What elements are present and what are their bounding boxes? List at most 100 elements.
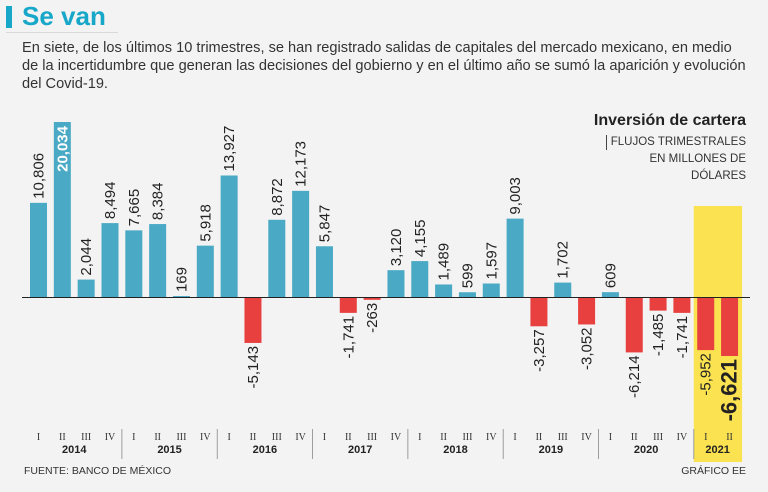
quarter-label-2016-IV: IV — [295, 432, 306, 443]
data-label-2017-II: -1,741 — [340, 316, 357, 359]
data-label-2019-II: -3,257 — [531, 329, 548, 372]
quarter-label-2014-IV: IV — [105, 432, 116, 443]
quarter-label-2014-II: II — [59, 432, 66, 443]
bar-2020-IV — [673, 297, 691, 313]
quarter-label-2016-III: III — [272, 432, 282, 443]
data-label-2015-I: 7,665 — [126, 189, 143, 227]
data-label-2018-I: 4,155 — [412, 220, 429, 258]
quarter-label-2016-II: II — [250, 432, 257, 443]
data-label-2020-I: 609 — [602, 263, 619, 288]
data-label-2016-IV: 12,173 — [293, 141, 310, 187]
data-label-2014-I: 10,806 — [31, 153, 48, 199]
data-label-2020-III: -1,485 — [650, 314, 667, 357]
year-label-2019: 2019 — [539, 444, 563, 456]
bar-2014-I — [30, 202, 47, 298]
bar-2014-III — [77, 279, 95, 298]
quarter-label-2020-I: I — [609, 432, 612, 443]
title-accent-bar — [6, 6, 12, 28]
bar-2015-III — [172, 296, 190, 298]
data-label-2021-I: -5,952 — [698, 353, 715, 396]
subtitle-divider — [606, 135, 607, 150]
data-label-2017-IV: 3,120 — [388, 229, 405, 267]
data-label-2016-II: -5,143 — [245, 346, 262, 389]
bar-2020-III — [649, 297, 667, 311]
chart-title: Inversión de cartera — [593, 112, 746, 129]
quarter-label-2016-I: I — [227, 432, 230, 443]
bar-2019-I — [506, 218, 524, 298]
data-label-2019-IV: -3,052 — [579, 327, 596, 370]
bar-2021-II — [721, 297, 739, 356]
bar-2016-II — [244, 297, 262, 343]
bar-2016-IV — [292, 190, 310, 298]
page-title: Se van — [22, 1, 106, 31]
data-label-2017-I: 5,847 — [316, 205, 333, 243]
year-label-2017: 2017 — [348, 444, 372, 456]
bar-2019-IV — [578, 297, 596, 325]
quarter-label-2014-III: III — [81, 432, 91, 443]
bar-2020-I — [601, 292, 619, 298]
data-label-2015-IV: 5,918 — [197, 204, 214, 242]
year-label-2016: 2016 — [253, 444, 277, 456]
bar-2021-I — [697, 297, 715, 351]
bar-2014-IV — [101, 223, 119, 298]
bar-2019-II — [530, 297, 548, 327]
bar-2015-II — [149, 224, 167, 298]
data-label-2020-II: -6,214 — [626, 355, 643, 398]
quarter-label-2020-II: II — [631, 432, 638, 443]
bar-2018-II — [435, 284, 453, 298]
year-label-2015: 2015 — [157, 444, 181, 456]
data-label-2018-III: 599 — [459, 263, 476, 288]
description: En siete, de los últimos 10 trimestres, … — [22, 40, 746, 92]
quarter-label-2017-III: III — [367, 432, 377, 443]
quarter-label-2015-IV: IV — [200, 432, 211, 443]
data-label-2018-II: 1,489 — [436, 243, 453, 281]
bar-2018-I — [411, 261, 429, 298]
quarter-label-2014-I: I — [37, 432, 40, 443]
data-label-2014-IV: 8,494 — [102, 182, 119, 220]
quarter-label-2019-I: I — [513, 432, 516, 443]
data-label-2015-II: 8,384 — [150, 183, 167, 221]
data-label-2016-III: 8,872 — [269, 178, 286, 216]
data-label-2019-I: 9,003 — [507, 177, 524, 215]
bar-2019-III — [554, 282, 572, 298]
bar-2015-I — [125, 230, 143, 298]
quarter-label-2019-III: III — [558, 432, 568, 443]
source-note: FUENTE: BANCO DE MÉXICO — [24, 465, 172, 477]
data-label-2015-III: 169 — [173, 267, 190, 292]
quarter-label-2018-IV: IV — [486, 432, 497, 443]
bar-2018-IV — [482, 283, 500, 298]
quarter-label-2015-II: II — [154, 432, 161, 443]
quarter-label-2017-I: I — [323, 432, 326, 443]
quarter-label-2019-IV: IV — [581, 432, 592, 443]
data-label-2019-III: 1,702 — [555, 241, 572, 279]
chart-subtitle: FLUJOS TRIMESTRALES EN MILLONES DE DÓLAR… — [610, 136, 746, 182]
quarter-label-2017-II: II — [345, 432, 352, 443]
quarter-label-2018-I: I — [418, 432, 421, 443]
data-label-2021-II: -6,621 — [717, 359, 742, 421]
year-label-2020: 2020 — [634, 444, 658, 456]
year-label-2021: 2021 — [705, 444, 729, 456]
bar-2017-II — [339, 297, 357, 313]
bar-2017-III — [363, 297, 381, 300]
bar-2016-I — [220, 175, 238, 298]
quarter-label-2021-II: II — [726, 432, 733, 443]
bar-2020-II — [625, 297, 643, 353]
credit-note: GRÁFICO EE — [681, 465, 746, 477]
bar-2017-I — [315, 246, 333, 298]
data-label-2014-II: 20,034 — [54, 125, 71, 172]
quarter-label-2015-I: I — [132, 432, 135, 443]
title-block: Se van — [6, 1, 118, 33]
quarter-label-2019-II: II — [536, 432, 543, 443]
bar-2014-II — [53, 122, 71, 298]
quarter-label-2015-III: III — [176, 432, 186, 443]
quarter-label-2017-IV: IV — [391, 432, 402, 443]
data-label-2018-IV: 1,597 — [483, 242, 500, 280]
quarter-label-2018-III: III — [462, 432, 472, 443]
data-label-2017-III: -263 — [364, 303, 381, 333]
bar-2018-III — [458, 292, 476, 298]
data-label-2014-III: 2,044 — [78, 238, 95, 276]
quarter-label-2020-IV: IV — [677, 432, 688, 443]
data-label-2020-IV: -1,741 — [674, 316, 691, 359]
quarter-label-2021-I: I — [704, 432, 707, 443]
